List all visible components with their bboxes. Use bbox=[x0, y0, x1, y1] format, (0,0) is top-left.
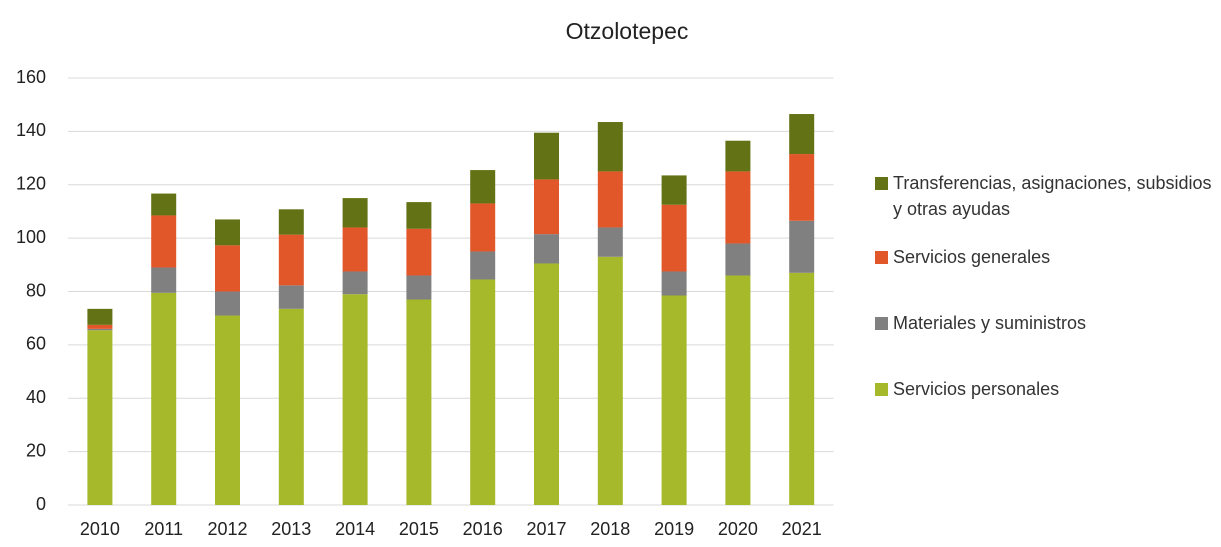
bar-segment bbox=[215, 219, 240, 246]
bar-segment bbox=[661, 271, 687, 296]
legend-label: Transferencias, asignaciones, subsidios … bbox=[893, 173, 1212, 219]
bar-segment bbox=[597, 227, 623, 257]
bar-segment bbox=[278, 209, 304, 235]
bar-segment bbox=[789, 220, 815, 273]
legend-swatch bbox=[875, 177, 888, 190]
bar-segment bbox=[215, 291, 240, 316]
bar-segment bbox=[661, 204, 687, 272]
bar-segment bbox=[725, 275, 751, 505]
bar-segment bbox=[151, 292, 177, 505]
bar-segment bbox=[278, 308, 304, 505]
bar-segment bbox=[789, 272, 815, 505]
legend-item: Servicios personales bbox=[875, 376, 1215, 402]
bar-segment bbox=[725, 140, 751, 172]
bar-segment bbox=[342, 227, 368, 272]
x-tick-label: 2020 bbox=[718, 519, 758, 539]
bar-segment bbox=[406, 275, 432, 300]
y-tick-label: 120 bbox=[16, 174, 46, 194]
x-tick-label: 2015 bbox=[399, 519, 439, 539]
bar-segment bbox=[534, 263, 559, 505]
bar-segment bbox=[342, 198, 368, 228]
bar-segment bbox=[534, 132, 559, 180]
bar-segment bbox=[789, 114, 815, 155]
bar-segment bbox=[151, 193, 177, 216]
y-tick-label: 0 bbox=[36, 494, 46, 514]
bar-segment bbox=[470, 170, 496, 204]
bar-segment bbox=[278, 285, 304, 309]
bar-segment bbox=[342, 271, 368, 295]
x-tick-label: 2010 bbox=[80, 519, 120, 539]
y-tick-label: 100 bbox=[16, 227, 46, 247]
bar-segment bbox=[406, 299, 432, 505]
bar-segment bbox=[725, 243, 751, 276]
bar-segment bbox=[215, 315, 240, 505]
y-tick-label: 140 bbox=[16, 120, 46, 140]
legend-item: Servicios generales bbox=[875, 244, 1215, 270]
bar-segment bbox=[597, 171, 623, 228]
x-tick-label: 2011 bbox=[144, 519, 183, 539]
legend-swatch bbox=[875, 251, 888, 264]
x-tick-label: 2012 bbox=[207, 519, 247, 539]
x-tick-label: 2018 bbox=[590, 519, 630, 539]
bar-segment bbox=[534, 234, 559, 264]
x-tick-label: 2016 bbox=[463, 519, 503, 539]
y-tick-label: 80 bbox=[26, 280, 46, 300]
y-tick-label: 20 bbox=[26, 440, 46, 460]
bar-segment bbox=[151, 215, 177, 268]
bar-segment bbox=[725, 171, 751, 244]
legend-label: Materiales y suministros bbox=[893, 313, 1087, 333]
legend: Transferencias, asignaciones, subsidios … bbox=[875, 170, 1215, 402]
bar-segment bbox=[87, 308, 113, 325]
bar-segment bbox=[87, 324, 113, 329]
bar-segment bbox=[597, 256, 623, 505]
legend-swatch bbox=[875, 317, 888, 330]
legend-swatch bbox=[875, 383, 888, 396]
bar-segment bbox=[534, 179, 559, 235]
bar-segment bbox=[87, 330, 113, 505]
chart-title: Otzolotepec bbox=[566, 18, 689, 44]
y-tick-label: 60 bbox=[26, 334, 46, 354]
x-tick-label: 2014 bbox=[335, 519, 375, 539]
bar-segment bbox=[470, 279, 496, 505]
x-tick-label: 2013 bbox=[271, 519, 311, 539]
bar-segment bbox=[278, 234, 304, 286]
x-tick-label: 2021 bbox=[782, 519, 822, 539]
legend-item: Materiales y suministros bbox=[875, 310, 1215, 336]
bar-segment bbox=[661, 295, 687, 505]
legend-item: Transferencias, asignaciones, subsidios … bbox=[875, 170, 1215, 222]
bar-segment bbox=[151, 267, 177, 293]
x-tick-label: 2019 bbox=[654, 519, 694, 539]
legend-label: Servicios generales bbox=[893, 247, 1051, 267]
bar-segment bbox=[661, 175, 687, 205]
legend-label: Servicios personales bbox=[893, 379, 1060, 399]
bar-segment bbox=[406, 228, 432, 276]
bar-segment bbox=[87, 328, 113, 331]
x-tick-label: 2017 bbox=[526, 519, 566, 539]
bar-segment bbox=[597, 122, 623, 172]
bar-segment bbox=[406, 202, 432, 229]
bar-segment bbox=[789, 154, 815, 221]
y-tick-label: 40 bbox=[26, 387, 46, 407]
bar-segment bbox=[342, 294, 368, 505]
bar-segment bbox=[470, 203, 496, 252]
bar-segment bbox=[470, 251, 496, 280]
y-tick-label: 160 bbox=[16, 67, 46, 87]
bar-segment bbox=[215, 245, 240, 292]
